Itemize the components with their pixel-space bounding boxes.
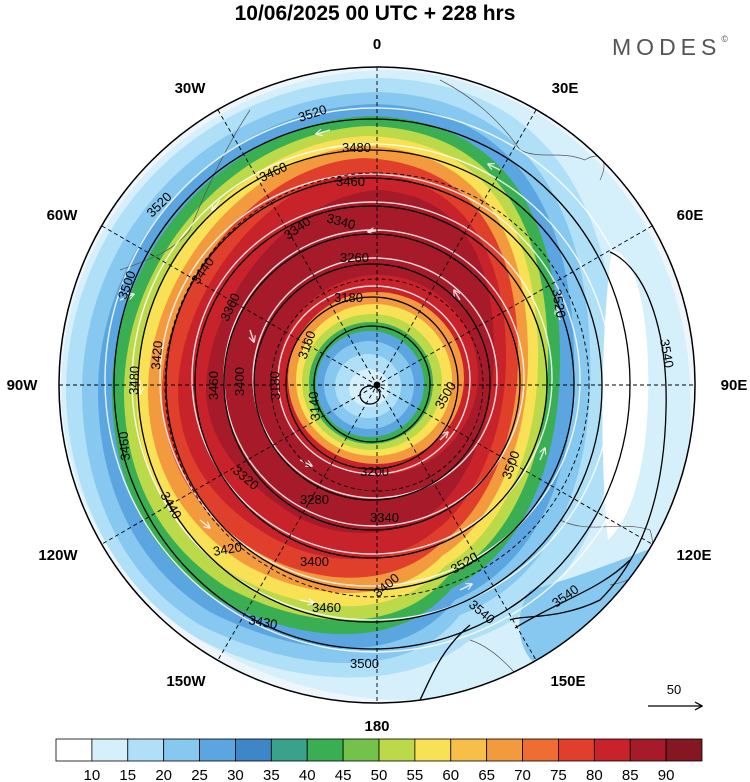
colorbar-swatch <box>91 738 129 762</box>
lon-label-30e: 30E <box>552 80 579 97</box>
colorbar-swatch <box>450 738 488 762</box>
colorbar-swatch <box>306 738 344 762</box>
contour-label: 3180 <box>334 290 363 305</box>
wind-reference-value: 50 <box>666 682 682 697</box>
height-contours <box>113 118 667 701</box>
colorbar-label: 65 <box>478 767 495 782</box>
colorbar-label: 60 <box>442 767 459 782</box>
brand-logo: MODES© <box>612 34 728 61</box>
colorbar-label: 45 <box>335 767 352 782</box>
contour-label: 3340 <box>370 510 399 525</box>
lon-label-60w: 60W <box>47 207 79 224</box>
colorbar-swatch <box>414 738 452 762</box>
contour-label: 3460 <box>206 371 221 400</box>
lon-label-120e: 120E <box>676 547 711 564</box>
wind-reference-vector: 50 <box>646 682 706 712</box>
contour-label: 3420 <box>212 539 243 559</box>
lon-label-0: 0 <box>373 36 381 53</box>
colorbar-label: 80 <box>586 767 603 782</box>
colorbar-swatch <box>163 738 200 762</box>
colorbar-label: 40 <box>299 767 316 782</box>
colorbar-swatch <box>235 738 272 762</box>
contour-label: 3460 <box>116 431 133 461</box>
lon-label-150e: 150E <box>550 673 585 690</box>
contour-label: 3500 <box>350 656 379 671</box>
lon-label-90w: 90W <box>7 377 39 394</box>
brand-mark: © <box>721 34 728 44</box>
colorbar-swatch <box>127 738 165 762</box>
contour-label: 3400 <box>300 554 329 569</box>
wind-reference-arrow <box>648 701 704 711</box>
colorbar-label: 25 <box>191 767 208 782</box>
contour-label: 3480 <box>126 366 142 395</box>
colorbar-swatch <box>593 738 631 762</box>
lon-label-90e: 90E <box>721 377 748 394</box>
brand-name: MODES <box>612 34 722 60</box>
north-pole-marker <box>373 381 381 389</box>
lon-label-120w: 120W <box>38 547 78 564</box>
map-title: 10/06/2025 00 UTC + 228 hrs <box>234 2 516 25</box>
colorbar-label: 15 <box>119 767 136 782</box>
colorbar-label: 50 <box>371 767 388 782</box>
colorbar: 10 15 20 25 30 35 40 45 50 55 60 65 70 75 80 85 90 <box>55 738 703 782</box>
contour-label: 3460 <box>312 600 341 615</box>
colorbar-swatch <box>199 738 236 762</box>
colorbar-swatch <box>629 738 667 762</box>
contour-label: 3400 <box>232 367 247 396</box>
contour-label: 3260 <box>340 250 369 265</box>
colorbar-swatch <box>558 738 595 762</box>
colorbar-label: 10 <box>84 767 101 782</box>
contour-label: 3480 <box>342 140 371 155</box>
lon-label-60e: 60E <box>677 207 704 224</box>
colorbar-swatch <box>55 738 93 762</box>
colorbar-swatch <box>378 738 416 762</box>
colorbar-label: 70 <box>514 767 531 782</box>
contour-label: 3460 <box>336 174 365 189</box>
map-boundary <box>58 66 696 704</box>
colorbar-label: 35 <box>263 767 280 782</box>
lon-label-150w: 150W <box>166 673 206 690</box>
longitude-labels: 0 30E 60E 90E 120E 150E 180 150W 120W 90… <box>7 36 748 735</box>
contour-label: 3180 <box>267 371 283 400</box>
colorbar-label: 85 <box>622 767 639 782</box>
contour-label: 3200 <box>360 464 389 479</box>
contour-label: 3280 <box>300 492 329 507</box>
contour-label: 3340 <box>325 210 357 232</box>
colorbar-swatch <box>486 738 523 762</box>
colorbar-label: 55 <box>407 767 424 782</box>
contour-label: 3540 <box>657 338 677 369</box>
colorbar-swatch <box>522 738 559 762</box>
colorbar-swatch <box>342 738 380 762</box>
colorbar-label: 75 <box>550 767 567 782</box>
colorbar-label: 20 <box>155 767 172 782</box>
contour-label: 3420 <box>148 340 165 370</box>
colorbar-label: 30 <box>227 767 244 782</box>
contour-label: 3140 <box>306 391 323 421</box>
contour-label: 3520 <box>549 288 569 319</box>
colorbar-swatch <box>270 738 308 762</box>
lon-label-180: 180 <box>364 718 389 735</box>
colorbar-label: 90 <box>658 767 675 782</box>
lon-label-30w: 30W <box>175 80 207 97</box>
colorbar-swatch <box>665 738 703 762</box>
contour-label: 3430 <box>247 612 278 632</box>
